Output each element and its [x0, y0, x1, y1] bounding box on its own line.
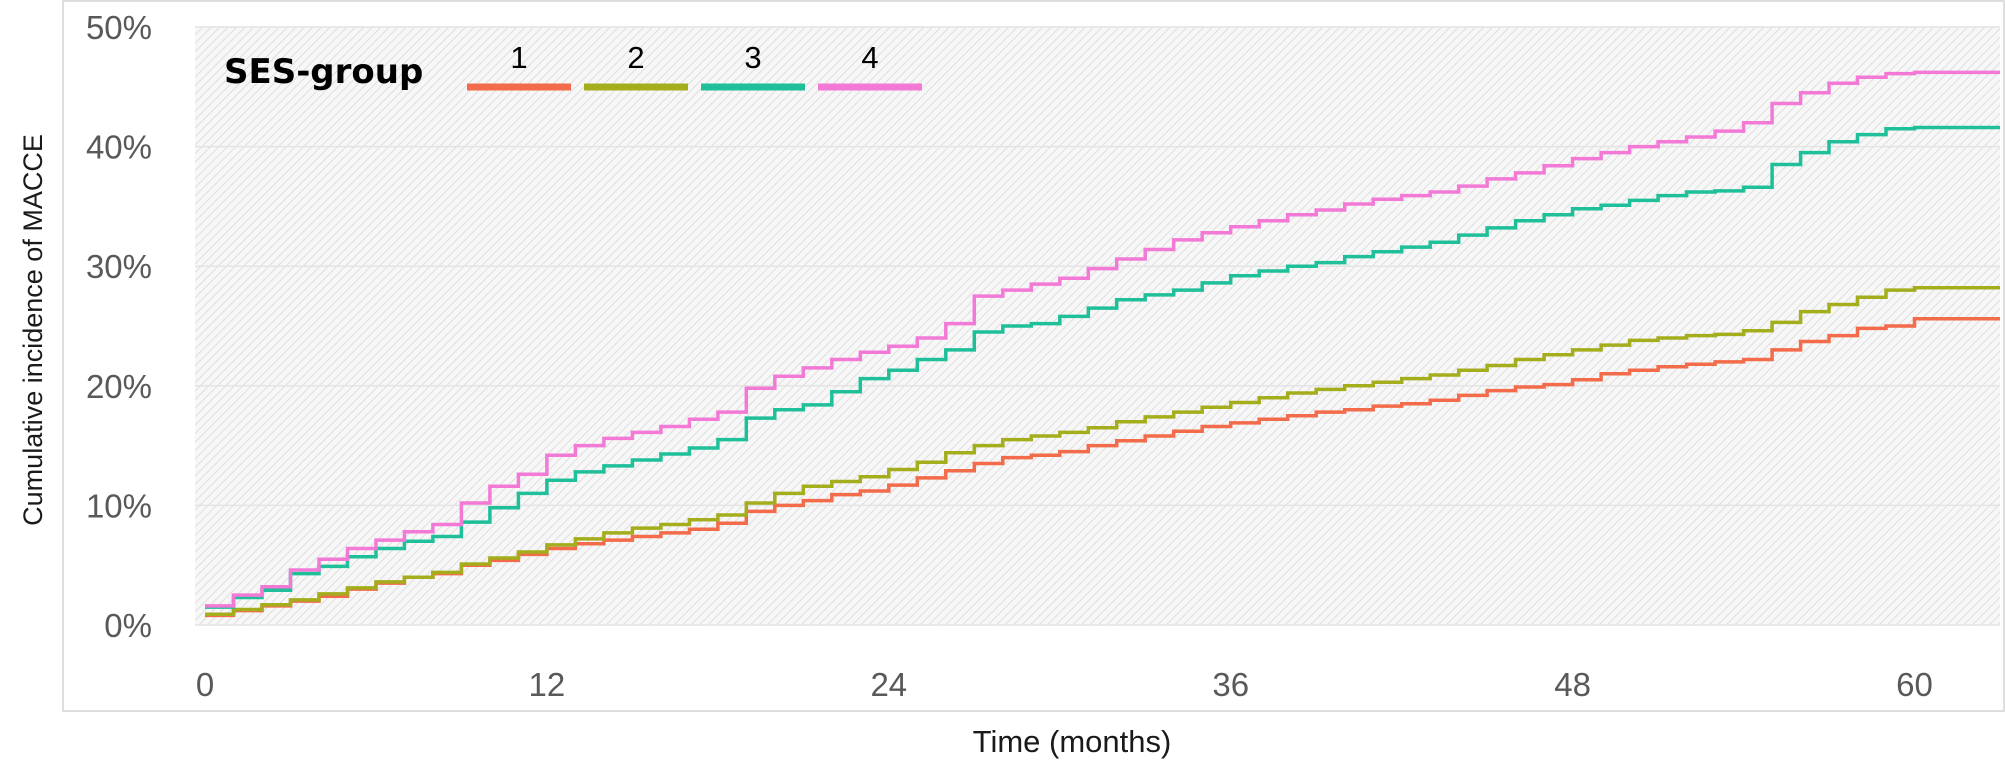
series-line-4	[205, 70, 2000, 608]
x-tick-label: 60	[1896, 666, 1933, 703]
gridlines	[195, 26, 2000, 626]
y-tick-label: 30%	[86, 248, 152, 285]
x-tick-label: 48	[1554, 666, 1591, 703]
legend-label-4: 4	[861, 40, 878, 75]
y-tick-label: 10%	[86, 487, 152, 524]
x-axis-ticks: 0 12 24 36 48 60	[196, 666, 1933, 703]
series-line-2	[205, 285, 2000, 616]
x-tick-label: 12	[529, 666, 566, 703]
x-tick-label: 36	[1212, 666, 1249, 703]
plot-area	[195, 27, 2000, 625]
y-tick-label: 0%	[104, 607, 152, 644]
legend-label-2: 2	[627, 40, 644, 75]
series-line-1	[205, 317, 2000, 618]
y-axis-ticks: 0% 10% 20% 30% 40% 50%	[86, 9, 152, 644]
x-tick-label: 24	[870, 666, 907, 703]
x-axis-title: Time (months)	[973, 724, 1172, 759]
x-tick-label: 0	[196, 666, 214, 703]
y-tick-label: 50%	[86, 9, 152, 46]
legend-label-3: 3	[744, 40, 761, 75]
y-tick-label: 20%	[86, 368, 152, 405]
legend-title: SES-group	[224, 52, 423, 92]
y-axis-title: Cumulative incidence of MACCE	[18, 134, 48, 526]
series-line-3	[205, 125, 2000, 609]
legend-label-1: 1	[510, 40, 527, 75]
series-lines	[205, 70, 2000, 618]
legend: SES-group 1 2 3 4	[224, 40, 922, 92]
y-tick-label: 40%	[86, 129, 152, 166]
